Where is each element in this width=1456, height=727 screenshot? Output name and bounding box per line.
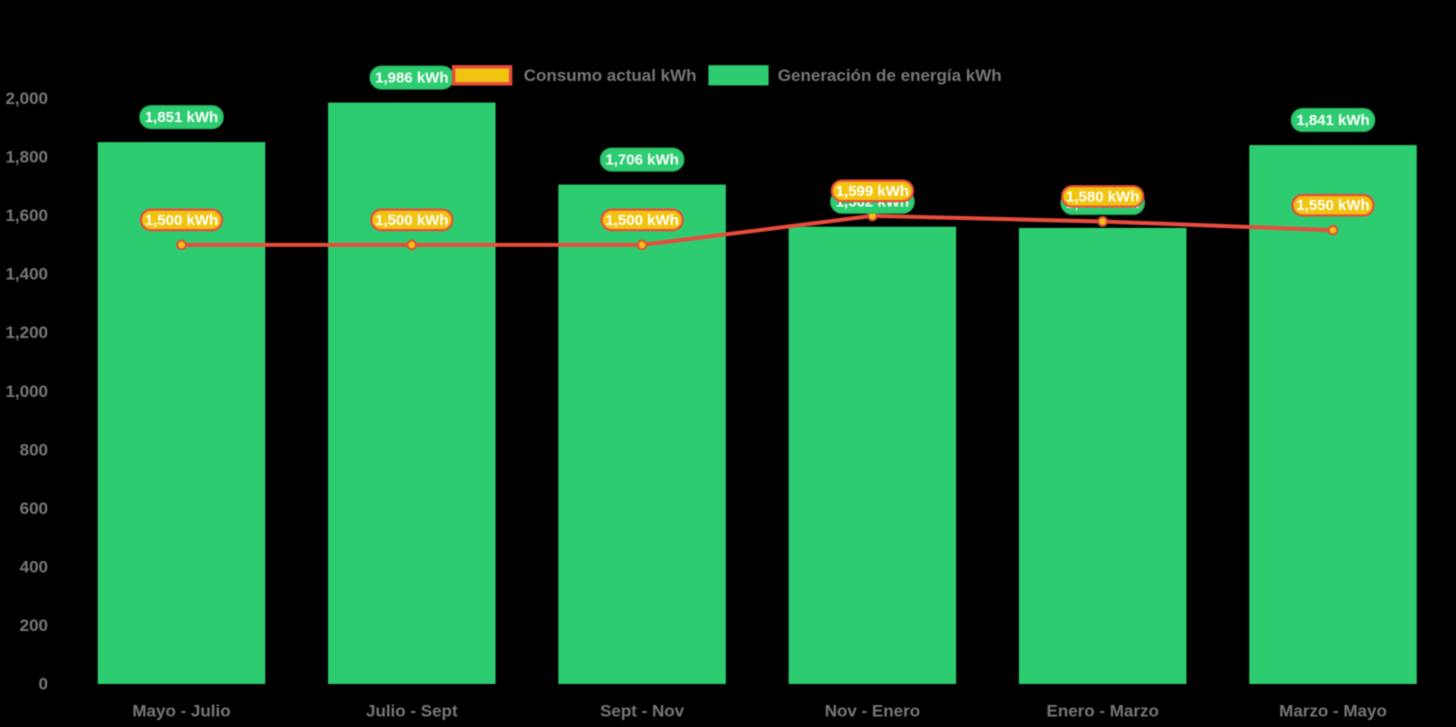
svg-text:1,500 kWh: 1,500 kWh: [375, 212, 448, 229]
svg-text:1,600: 1,600: [5, 206, 48, 225]
svg-text:0: 0: [39, 675, 48, 694]
svg-text:Mayo - Julio: Mayo - Julio: [132, 702, 230, 721]
svg-text:Enero - Marzo: Enero - Marzo: [1046, 702, 1158, 721]
svg-text:600: 600: [20, 499, 48, 518]
svg-text:1,580 kWh: 1,580 kWh: [1066, 188, 1139, 205]
svg-text:400: 400: [20, 557, 48, 576]
svg-text:Julio - Sept: Julio - Sept: [366, 702, 458, 721]
svg-text:1,400: 1,400: [5, 265, 48, 284]
svg-text:1,599 kWh: 1,599 kWh: [836, 183, 909, 200]
svg-text:1,200: 1,200: [5, 323, 48, 342]
svg-text:Generación de energía kWh: Generación de energía kWh: [778, 66, 1002, 85]
svg-text:200: 200: [20, 616, 48, 635]
svg-text:800: 800: [20, 440, 48, 459]
svg-text:1,986 kWh: 1,986 kWh: [375, 70, 448, 87]
svg-text:1,841 kWh: 1,841 kWh: [1296, 112, 1369, 129]
svg-text:2,000: 2,000: [5, 89, 48, 108]
svg-text:1,800: 1,800: [5, 148, 48, 167]
svg-text:1,000: 1,000: [5, 382, 48, 401]
svg-text:Sept - Nov: Sept - Nov: [600, 702, 685, 721]
svg-text:1,706 kWh: 1,706 kWh: [605, 152, 678, 169]
svg-text:Consumo actual kWh: Consumo actual kWh: [524, 66, 697, 85]
svg-text:1,500 kWh: 1,500 kWh: [145, 212, 218, 229]
svg-text:1,500 kWh: 1,500 kWh: [605, 212, 678, 229]
svg-text:Nov - Enero: Nov - Enero: [825, 702, 920, 721]
svg-text:Marzo - Mayo: Marzo - Mayo: [1279, 702, 1387, 721]
svg-text:1,550 kWh: 1,550 kWh: [1296, 197, 1369, 214]
svg-text:1,851 kWh: 1,851 kWh: [145, 109, 218, 126]
